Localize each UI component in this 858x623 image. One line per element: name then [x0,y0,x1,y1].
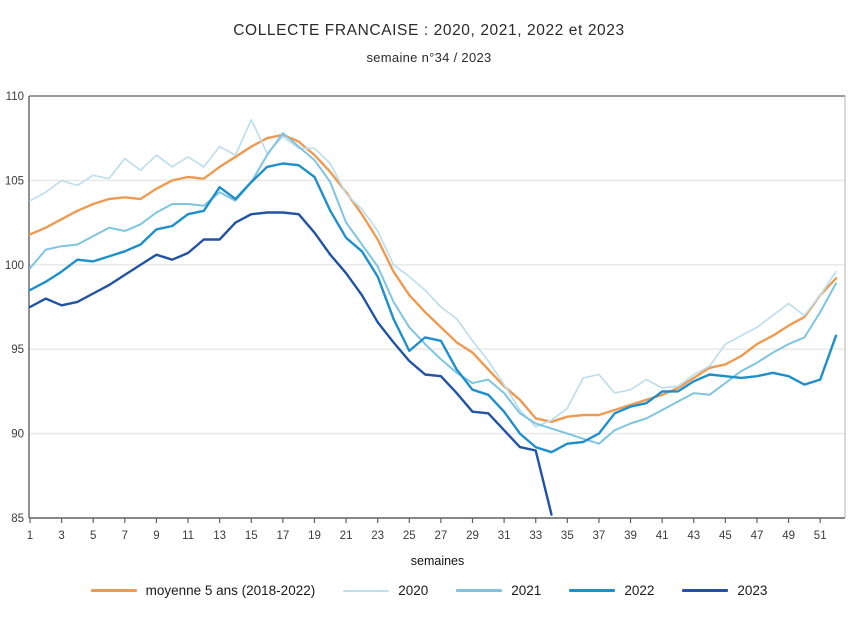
svg-text:25: 25 [403,530,416,542]
svg-text:35: 35 [561,530,574,542]
svg-text:13: 13 [213,530,226,542]
legend-item-moyenne: moyenne 5 ans (2018-2022) [90,583,316,598]
legend-label-2022: 2022 [624,583,655,598]
chart-area: 85 90 95 100 105 110 1 3 5 7 9 11 13 15 17 19 21 23 25 27 29… [0,85,858,583]
legend-swatch-2020-icon [343,589,390,592]
svg-text:11: 11 [182,530,194,542]
svg-text:43: 43 [687,530,700,542]
svg-text:45: 45 [719,530,732,542]
svg-text:110: 110 [6,91,24,103]
svg-text:27: 27 [435,530,448,542]
chart-title: COLLECTE FRANCAISE : 2020, 2021, 2022 et… [233,22,625,39]
svg-text:51: 51 [814,530,827,542]
svg-text:7: 7 [122,530,128,542]
legend-label-2023: 2023 [737,583,768,598]
legend-swatch-2022-icon [569,589,616,592]
svg-text:39: 39 [624,530,637,542]
svg-text:15: 15 [245,530,258,542]
svg-text:90: 90 [11,429,24,441]
svg-text:95: 95 [11,344,24,356]
chart-legend: moyenne 5 ans (2018-2022) 2020 2021 2022… [0,583,858,598]
legend-item-2020: 2020 [343,583,428,598]
svg-text:23: 23 [371,530,384,542]
legend-item-2023: 2023 [682,583,767,598]
svg-text:33: 33 [529,530,542,542]
svg-text:37: 37 [593,530,606,542]
svg-text:49: 49 [782,530,795,542]
svg-text:47: 47 [751,530,764,542]
svg-text:100: 100 [5,260,24,272]
svg-text:41: 41 [656,530,669,542]
svg-text:9: 9 [153,530,159,542]
legend-label-2021: 2021 [511,583,542,598]
svg-text:semaines: semaines [411,554,465,568]
svg-text:19: 19 [308,530,321,542]
svg-text:21: 21 [340,530,353,542]
svg-text:85: 85 [11,513,24,525]
legend-item-2021: 2021 [456,583,541,598]
legend-swatch-moyenne-icon [90,589,137,592]
legend-label-2020: 2020 [398,583,429,598]
svg-text:5: 5 [90,530,96,542]
legend-swatch-2021-icon [456,589,503,592]
svg-text:1: 1 [27,530,33,542]
legend-item-2022: 2022 [569,583,654,598]
svg-text:31: 31 [498,530,511,542]
svg-text:29: 29 [466,530,479,542]
legend-label-moyenne: moyenne 5 ans (2018-2022) [145,583,316,598]
svg-text:17: 17 [276,530,289,542]
legend-swatch-2023-icon [682,589,729,592]
svg-text:105: 105 [5,175,24,187]
svg-text:3: 3 [58,530,64,542]
chart-subtitle: semaine n°34 / 2023 [366,50,492,65]
